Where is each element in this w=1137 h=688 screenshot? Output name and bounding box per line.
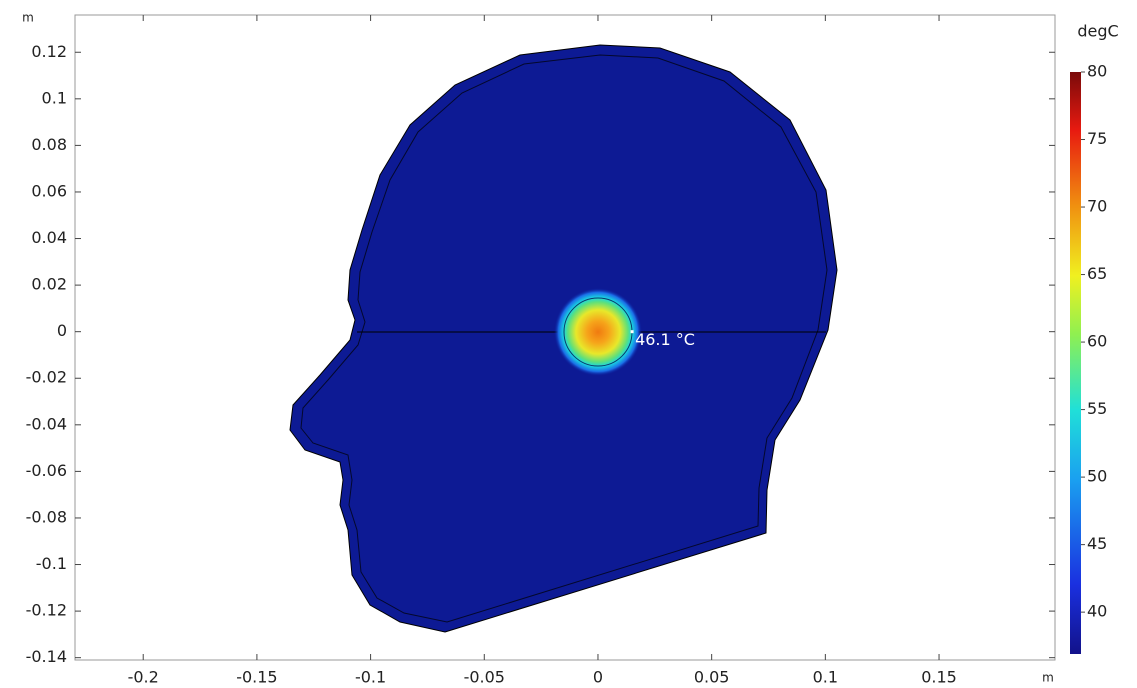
colorbar (1070, 72, 1081, 654)
x-tick-label: -0.05 (464, 668, 505, 687)
hot-spot (554, 288, 642, 376)
y-tick-label: -0.12 (26, 601, 67, 620)
x-tick-label: 0 (593, 668, 603, 687)
x-tick-label: 0.05 (694, 668, 730, 687)
x-tick-label: 0.1 (813, 668, 838, 687)
x-tick-label: -0.2 (128, 668, 159, 687)
y-tick-label: -0.06 (26, 461, 67, 480)
y-tick-label: 0.08 (31, 135, 67, 154)
x-tick-label: 0.15 (921, 668, 957, 687)
colorbar-tick-label: 40 (1087, 602, 1107, 621)
x-tick-label: -0.1 (355, 668, 386, 687)
colorbar-tick-label: 55 (1087, 399, 1107, 418)
colorbar-tick-label: 75 (1087, 129, 1107, 148)
probe-label: 46.1 °C (635, 330, 695, 349)
y-tick-label: 0.06 (31, 181, 67, 200)
colorbar-tick-label: 60 (1087, 332, 1107, 351)
y-tick-label: -0.1 (36, 554, 67, 573)
colorbar-title: degC (1077, 22, 1118, 41)
x-tick-label: -0.15 (236, 668, 277, 687)
colorbar-tick-label: 65 (1087, 264, 1107, 283)
y-tick-label: -0.02 (26, 368, 67, 387)
x-unit: m (1042, 671, 1054, 685)
colorbar-tick-label: 80 (1087, 62, 1107, 81)
colorbar-tick-label: 50 (1087, 467, 1107, 486)
y-tick-label: 0.12 (31, 42, 67, 61)
y-tick-label: 0.04 (31, 228, 67, 247)
y-tick-label: 0.02 (31, 275, 67, 294)
y-tick-label: -0.08 (26, 507, 67, 526)
chart: m m degC -0.2 -0.15 -0.1 -0.05 0 0.05 0.1 0.15 -… (0, 0, 1137, 688)
y-tick-label: -0.14 (26, 647, 67, 666)
y-tick-label: 0 (57, 321, 67, 340)
probe-point (631, 330, 634, 333)
y-tick-label: 0.1 (42, 88, 67, 107)
colorbar-tick-label: 45 (1087, 534, 1107, 553)
colorbar-tick-label: 70 (1087, 197, 1107, 216)
y-tick-label: -0.04 (26, 414, 67, 433)
y-unit: m (22, 11, 34, 25)
